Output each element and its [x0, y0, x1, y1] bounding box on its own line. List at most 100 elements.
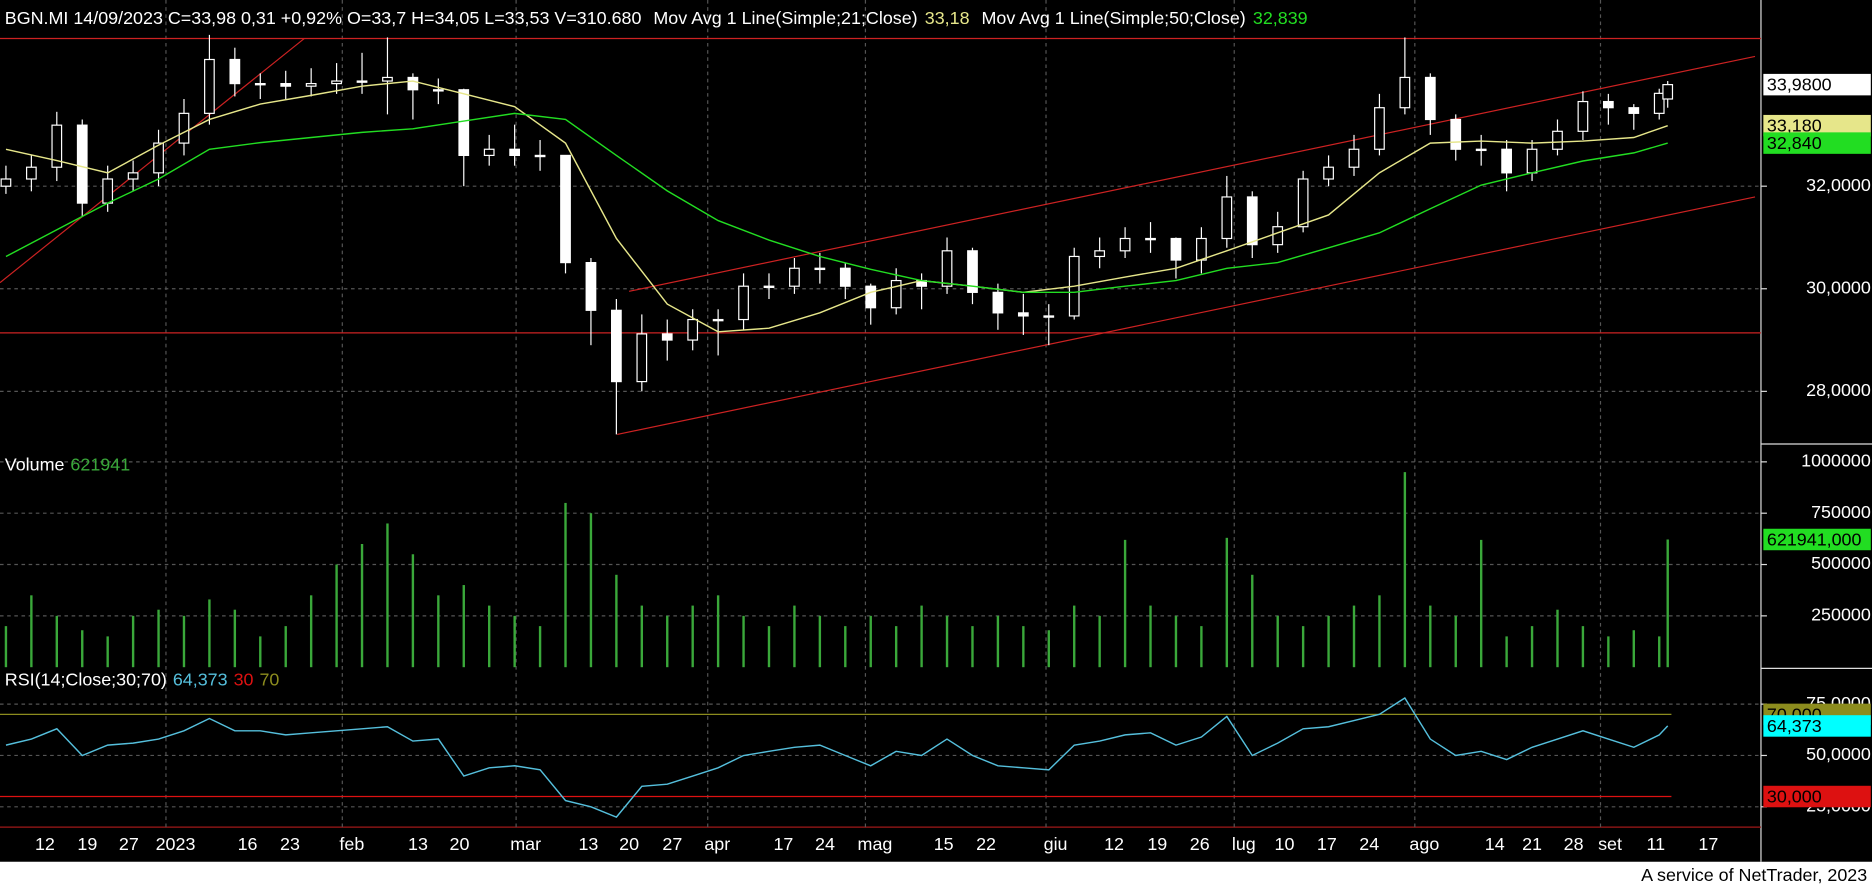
- volume-bar: [157, 609, 160, 668]
- volume-bar: [996, 615, 1000, 668]
- x-tick-label: 13: [578, 834, 598, 854]
- candle-body: [687, 318, 699, 341]
- volume-bar: [182, 615, 186, 668]
- volume-bar: [1556, 609, 1559, 668]
- x-tick-label: 24: [815, 834, 835, 854]
- candle-body: [1628, 107, 1640, 114]
- legend-value: 32,839: [1253, 8, 1308, 28]
- volume-bar: [1352, 605, 1356, 668]
- volume-bar: [335, 564, 338, 668]
- volume-bar: [360, 543, 364, 668]
- candle-body: [331, 80, 342, 85]
- volume-bar: [30, 595, 33, 668]
- volume-bar: [1301, 626, 1305, 668]
- candle-body: [1297, 178, 1309, 228]
- volume-bar: [386, 523, 389, 668]
- x-tick-label: feb: [339, 834, 364, 854]
- candle-body: [534, 154, 546, 158]
- candle-body: [153, 142, 164, 174]
- volume-bar: [1251, 574, 1254, 668]
- candle-body: [0, 178, 12, 187]
- candle-body: [204, 58, 215, 114]
- value-box: [1763, 73, 1871, 96]
- level-value: 30: [234, 669, 254, 689]
- volume-bar: [1200, 626, 1203, 668]
- candle-body: [738, 285, 749, 321]
- x-tick-label: 28: [1564, 834, 1584, 854]
- moving-average-line: [5, 112, 1668, 294]
- volume-bar: [1658, 636, 1661, 668]
- x-tick-label: 17: [1317, 834, 1337, 854]
- candle-body: [102, 178, 114, 204]
- volume-bar: [1403, 472, 1407, 668]
- x-tick-label: 22: [976, 834, 996, 854]
- value-box-label: 33,9800: [1767, 75, 1832, 95]
- y-tick-label: 500000: [1811, 553, 1871, 573]
- candle-body: [229, 58, 241, 85]
- x-tick-label: 16: [238, 834, 258, 854]
- x-tick-label: 11: [1647, 834, 1666, 854]
- candle-body: [1348, 148, 1360, 168]
- moving-average-line: [5, 80, 1668, 333]
- volume-bar: [1022, 626, 1025, 668]
- x-tick-label: 2023: [156, 834, 196, 854]
- volume-bar: [131, 615, 135, 668]
- value-box-label: 30,000: [1767, 786, 1822, 806]
- candle-body: [1094, 250, 1106, 258]
- volume-bar: [1225, 537, 1229, 668]
- candle-body: [636, 333, 648, 383]
- volume-bar: [691, 605, 694, 668]
- candle-body: [967, 250, 978, 293]
- volume-bar: [208, 599, 211, 668]
- candle-body: [1602, 100, 1614, 109]
- candle-body: [1475, 148, 1487, 152]
- value-box-label: 32,840: [1767, 133, 1822, 153]
- value-box: [1763, 114, 1871, 137]
- pane-header: RSI(14;Close;30;70) 64,373 30 70: [5, 669, 280, 689]
- volume-bar: [437, 595, 440, 668]
- volume-bar: [818, 615, 822, 668]
- y-tick-label: 750000: [1811, 502, 1871, 522]
- value-box: [1763, 528, 1871, 551]
- candle-body: [407, 76, 419, 91]
- volume-bar: [666, 615, 669, 668]
- candle-body: [1221, 196, 1233, 240]
- candle-body: [1043, 315, 1055, 318]
- candle-body: [865, 285, 877, 309]
- candle-body: [1246, 196, 1258, 246]
- candle-body: [814, 267, 826, 271]
- candle-body: [1145, 237, 1156, 241]
- x-tick-label: 26: [1190, 834, 1210, 854]
- y-tick-label: 1000000: [1801, 451, 1871, 471]
- volume-bar: [920, 605, 923, 668]
- candle-body: [382, 76, 393, 82]
- candle-body: [483, 148, 495, 157]
- volume-bar: [81, 630, 84, 668]
- volume-bar: [1149, 605, 1152, 668]
- volume-bar: [945, 615, 949, 668]
- rsi-line: [5, 696, 1669, 818]
- volume-bar: [1581, 626, 1585, 668]
- candle-body: [1424, 76, 1436, 121]
- candle-body: [280, 83, 292, 87]
- volume-bar: [1429, 605, 1432, 668]
- x-tick-label: 23: [280, 834, 300, 854]
- volume-bar: [716, 595, 720, 668]
- volume-bar: [1174, 615, 1178, 668]
- volume-bar: [284, 626, 287, 668]
- candle-body: [127, 172, 139, 180]
- x-tick-label: 17: [773, 834, 793, 854]
- volume-bar: [4, 626, 8, 668]
- candle-body: [509, 148, 521, 157]
- x-tick-label: 17: [1698, 834, 1718, 854]
- volume-bar: [767, 626, 771, 668]
- candle-body: [305, 83, 317, 87]
- footer-strip: [0, 861, 1872, 888]
- candle-body: [941, 250, 953, 287]
- volume-bar: [1073, 605, 1076, 668]
- volume-bar: [1378, 595, 1381, 668]
- volume-bar: [971, 626, 974, 668]
- candle-body: [1526, 148, 1538, 174]
- pane-header: Volume 621941: [5, 454, 130, 474]
